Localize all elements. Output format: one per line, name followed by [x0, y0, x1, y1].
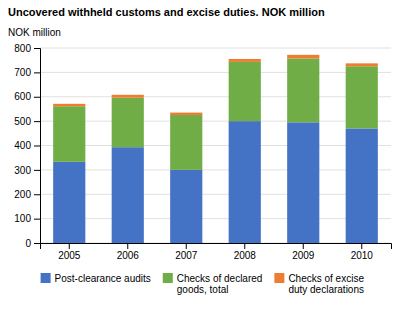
- axis-line: [41, 244, 392, 250]
- bar: [287, 58, 319, 122]
- bar: [229, 59, 261, 62]
- grid-line: [40, 48, 391, 49]
- title: Uncovered withheld customs and excise du…: [8, 6, 325, 18]
- tick: 2009: [292, 243, 315, 261]
- tick: 400: [14, 140, 40, 151]
- tick-mark: [34, 97, 40, 98]
- tick-mark: [34, 48, 40, 49]
- tick: 2008: [234, 243, 257, 261]
- tick: 100: [14, 213, 40, 224]
- legend-swatch: [163, 273, 173, 283]
- bar: [287, 55, 319, 59]
- bar: [229, 62, 261, 121]
- chart: Uncovered withheld customs and excise du…: [0, 0, 405, 317]
- series: [53, 121, 378, 243]
- axis-line: [34, 49, 41, 244]
- tick-mark: [34, 146, 40, 147]
- bar: [346, 128, 378, 243]
- legend-item: Checks of exciseduty declarations: [274, 273, 364, 295]
- grid: [40, 48, 391, 243]
- tick-label: 2006: [117, 250, 140, 261]
- tick-label: 200: [14, 189, 31, 200]
- bar: [287, 122, 319, 243]
- tick: 2010: [351, 243, 374, 261]
- bar: [170, 113, 202, 115]
- tick-label: 100: [14, 213, 31, 224]
- bar: [170, 115, 202, 170]
- tick-mark: [34, 243, 40, 244]
- tick: 300: [14, 165, 40, 176]
- tick-label: 2007: [175, 250, 198, 261]
- tick-label: 0: [25, 238, 31, 249]
- tick: 2006: [117, 243, 140, 261]
- bar: [112, 95, 144, 98]
- bar: [53, 162, 85, 243]
- tick-mark: [34, 170, 40, 171]
- tick: 2007: [175, 243, 198, 261]
- tick-label: 400: [14, 140, 31, 151]
- tick-mark: [34, 121, 40, 122]
- grid-line: [40, 72, 391, 73]
- tick-label: 2010: [351, 250, 374, 261]
- tick-label: 2008: [234, 250, 257, 261]
- tick-label: 500: [14, 116, 31, 127]
- tick-label: 2005: [58, 250, 81, 261]
- tick-label: 800: [14, 43, 31, 54]
- bar: [112, 98, 144, 147]
- grid-line: [40, 169, 391, 170]
- legend-swatch: [41, 273, 51, 283]
- grid-line: [40, 145, 391, 146]
- bar: [53, 104, 85, 106]
- legend-swatch: [274, 273, 284, 283]
- tick-mark: [127, 243, 128, 249]
- tick-label: 600: [14, 91, 31, 102]
- tick-label: 2009: [292, 250, 315, 261]
- tick: 200: [14, 189, 40, 200]
- tick-mark: [244, 243, 245, 249]
- bar: [170, 170, 202, 243]
- tick: 800: [14, 43, 40, 54]
- grid-line: [40, 194, 391, 195]
- tick: 0: [25, 238, 40, 249]
- bar: [229, 121, 261, 243]
- tick: 600: [14, 91, 40, 102]
- tick-mark: [361, 243, 362, 249]
- tick-mark: [34, 219, 40, 220]
- tick-mark: [186, 243, 187, 249]
- tick-label: 300: [14, 165, 31, 176]
- grid-line: [40, 96, 391, 97]
- legend: Post-clearance audits Checks of declaredg…: [41, 273, 365, 295]
- bar: [346, 63, 378, 66]
- legend-label: Checks of exciseduty declarations: [288, 273, 364, 295]
- series: [53, 58, 378, 169]
- grid-line: [40, 121, 391, 122]
- bar: [53, 106, 85, 162]
- tick-mark: [303, 243, 304, 249]
- x-axis: 2005 2006 2007 2008 2009 2010: [41, 243, 392, 261]
- bar: [346, 66, 378, 128]
- tick-mark: [34, 72, 40, 73]
- tick: 700: [14, 67, 40, 78]
- bars: [53, 55, 378, 243]
- legend-item: Checks of declaredgoods, total: [163, 273, 263, 295]
- legend-label: Post-clearance audits: [55, 273, 151, 284]
- tick: 2005: [58, 243, 81, 261]
- tick: 500: [14, 116, 40, 127]
- bar: [112, 147, 144, 243]
- tick-mark: [34, 194, 40, 195]
- y-axis: 0 100 200 300 400 500 600 700 800: [14, 43, 40, 249]
- grid-line: [40, 218, 391, 219]
- legend-label: Checks of declaredgoods, total: [177, 273, 263, 295]
- tick-mark: [69, 243, 70, 249]
- tick-label: 700: [14, 67, 31, 78]
- series: [53, 55, 378, 115]
- legend-item: Post-clearance audits: [41, 273, 151, 284]
- y-axis-label: NOK million: [8, 27, 61, 38]
